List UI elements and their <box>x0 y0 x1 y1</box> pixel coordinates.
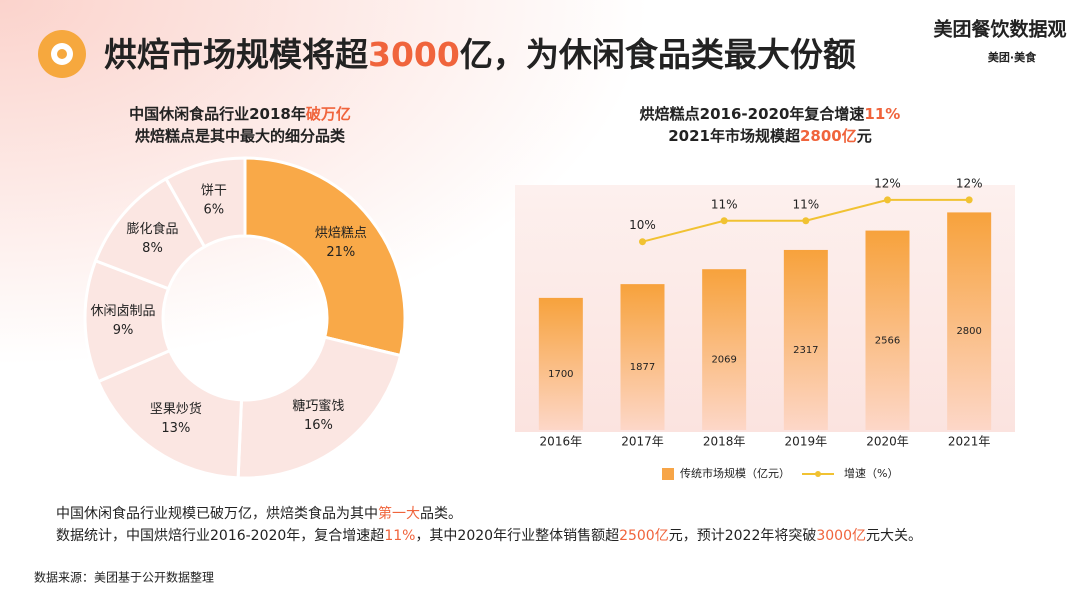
line-label: 11% <box>711 197 738 211</box>
highlight: 第一大 <box>378 505 420 522</box>
legend-label: 传统市场规模（亿元） <box>680 466 790 480</box>
legend-swatch-dot <box>815 471 821 477</box>
x-tick-label: 2018年 <box>703 435 746 449</box>
legend-label: 增速（%） <box>844 466 898 480</box>
text-part: 2021年市场规模超 <box>668 127 801 145</box>
bar <box>947 212 992 430</box>
segment-label: 休闲卤制品 <box>91 303 156 319</box>
highlight: 2800亿 <box>800 127 857 145</box>
text-part: 元大关。 <box>866 528 922 544</box>
bar <box>702 269 747 430</box>
text-part: 品类。 <box>420 506 462 522</box>
line-label: 12% <box>874 176 901 190</box>
x-tick-label: 2019年 <box>785 435 828 449</box>
x-tick-label: 2020年 <box>866 435 909 449</box>
text-part: 中国休闲食品行业规模已破万亿，烘焙类食品为其中 <box>56 505 378 522</box>
chart-subtitle: 中国休闲食品行业2018年破万亿 <box>129 105 351 123</box>
line-point <box>965 196 973 204</box>
plot-background <box>515 185 1015 432</box>
bar <box>538 297 583 430</box>
chart-subtitle: 烘焙糕点是其中最大的细分品类 <box>135 127 346 145</box>
text-part: 元 <box>857 127 872 145</box>
x-tick-label: 2021年 <box>948 435 991 449</box>
segment-value: 8% <box>142 241 163 256</box>
highlight: 3000 <box>368 35 460 74</box>
bar <box>783 249 828 430</box>
logo: 美团餐饮数据观 <box>933 18 1066 41</box>
highlight: 11% <box>384 528 415 544</box>
line-label: 11% <box>792 197 819 211</box>
text-part: ，其中2020年行业整体销售额超 <box>415 528 619 544</box>
bar <box>865 230 910 430</box>
x-tick-label: 2016年 <box>540 435 583 449</box>
highlight: 3000亿 <box>816 528 866 544</box>
x-tick-label: 2017年 <box>621 435 664 449</box>
bar-label: 2069 <box>711 355 736 366</box>
text-part: 烘焙糕点2016-2020年复合增速 <box>640 105 865 123</box>
line-point <box>639 238 646 246</box>
bar-label: 1877 <box>630 362 655 373</box>
highlight: 破万亿 <box>306 105 351 123</box>
segment-label: 膨化食品 <box>126 221 178 237</box>
bar-label: 1700 <box>548 369 573 380</box>
segment-label: 烘焙糕点 <box>315 226 367 241</box>
line-point <box>720 217 728 225</box>
donut-segment <box>236 335 403 480</box>
donut-segment <box>243 156 407 358</box>
line-label: 10% <box>629 218 656 232</box>
brand: 美团·美食 <box>988 50 1037 64</box>
text-part: 烘焙市场规模将超 <box>104 35 369 74</box>
segment-label: 饼干 <box>201 184 227 199</box>
bar-label: 2317 <box>793 345 818 356</box>
chart-subtitle: 烘焙糕点2016-2020年复合增速11% <box>640 105 901 123</box>
segment-label: 坚果炒货 <box>150 401 202 417</box>
highlight: 11% <box>864 105 900 123</box>
segment-label: 糖巧蜜饯 <box>292 398 344 414</box>
donut-segment <box>163 156 247 249</box>
title: 烘焙市场规模将超3000亿，为休闲食品类最大份额 <box>104 35 856 74</box>
text-part: 元，预计2022年将突破 <box>669 528 817 544</box>
source: 数据来源：美团基于公开数据整理 <box>34 570 214 585</box>
line-point <box>884 196 891 204</box>
line-point <box>802 217 810 225</box>
bar <box>620 284 665 430</box>
note: 数据统计，中国烘焙行业2016-2020年，复合增速超11%，其中2020年行业… <box>56 527 922 544</box>
text-part: 数据统计，中国烘焙行业2016-2020年，复合增速超 <box>56 527 384 544</box>
segment-value: 9% <box>113 323 134 338</box>
icon-dot <box>57 49 67 59</box>
bar-label: 2800 <box>956 326 981 337</box>
text-part: 烘焙糕点是其中最大的细分品类 <box>135 127 346 145</box>
note: 中国休闲食品行业规模已破万亿，烘焙类食品为其中第一大品类。 <box>56 505 462 522</box>
legend-swatch <box>662 468 674 480</box>
highlight: 2500亿 <box>619 528 669 544</box>
text-part: 亿，为休闲食品类最大份额 <box>460 35 856 74</box>
text-part: 中国休闲食品行业2018年 <box>129 105 306 123</box>
segment-value: 16% <box>304 418 333 433</box>
chart-subtitle: 2021年市场规模超2800亿元 <box>668 127 872 145</box>
segment-value: 21% <box>326 245 355 260</box>
segment-value: 13% <box>161 421 190 436</box>
line-label: 12% <box>956 176 983 190</box>
segment-value: 6% <box>204 203 225 218</box>
bar-label: 2566 <box>875 335 900 346</box>
